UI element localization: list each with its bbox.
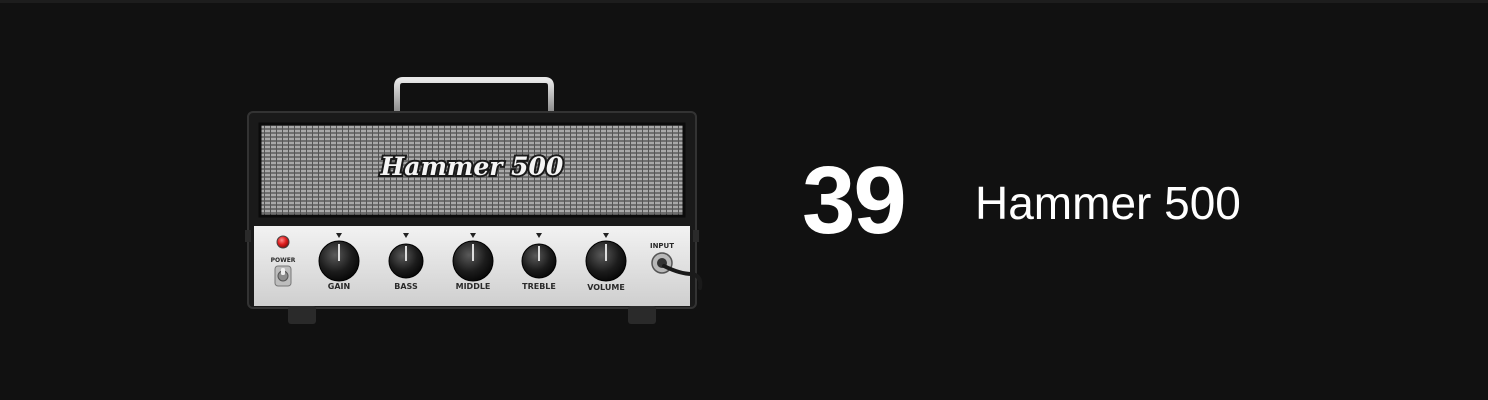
amp-head-image: Hammer 500 POWER GAIN [240, 74, 710, 330]
bass-label: BASS [394, 282, 418, 291]
treble-label: TREBLE [522, 282, 556, 291]
amp-foot-left [288, 306, 316, 324]
bass-knob[interactable] [388, 233, 424, 279]
gain-label: GAIN [328, 282, 350, 291]
amp-handle [394, 77, 554, 112]
power-led [276, 235, 290, 249]
treble-knob[interactable] [521, 233, 557, 279]
middle-label: MIDDLE [456, 282, 491, 291]
amp-brand-logo: Hammer 500 [380, 152, 564, 181]
item-name: Hammer 500 [975, 177, 1241, 229]
amp-foot-right [628, 306, 656, 324]
guitar-cable-icon [662, 264, 703, 290]
power-label: POWER [271, 257, 296, 264]
middle-knob[interactable] [452, 233, 494, 282]
item-number: 39 [802, 147, 907, 254]
gain-knob[interactable] [318, 233, 360, 282]
volume-label: VOLUME [587, 283, 625, 292]
top-divider [0, 0, 1488, 3]
power-switch[interactable] [274, 265, 292, 287]
volume-knob[interactable] [585, 233, 627, 282]
amp-grill [258, 122, 686, 218]
input-label: INPUT [650, 242, 674, 250]
